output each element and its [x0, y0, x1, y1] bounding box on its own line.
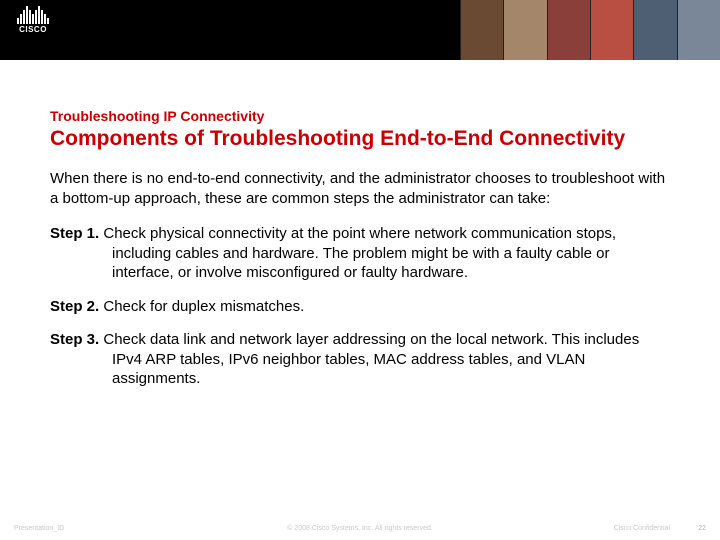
header-photo-strip	[460, 0, 720, 60]
cisco-logo-text: CISCO	[8, 25, 58, 34]
footer-confidential: Cisco Confidential	[614, 525, 670, 532]
slide-title: Components of Troubleshooting End-to-End…	[50, 126, 670, 151]
step-3-text: Check data link and network layer addres…	[99, 331, 639, 387]
step-2-text: Check for duplex mismatches.	[99, 298, 304, 315]
footer-page-number: 22	[698, 525, 706, 532]
slide-eyebrow: Troubleshooting IP Connectivity	[50, 108, 670, 124]
step-1-text: Check physical connectivity at the point…	[99, 225, 616, 281]
slide-intro: When there is no end-to-end connectivity…	[50, 169, 670, 208]
step-2: Step 2. Check for duplex mismatches.	[50, 297, 670, 317]
step-3-label: Step 3.	[50, 331, 99, 348]
step-1: Step 1. Check physical connectivity at t…	[50, 224, 670, 283]
cisco-logo: CISCO	[8, 6, 58, 40]
slide-body: Troubleshooting IP Connectivity Componen…	[0, 60, 720, 389]
footer-copyright: © 2008 Cisco Systems, Inc. All rights re…	[287, 525, 433, 532]
cisco-logo-bars	[8, 6, 58, 24]
step-3: Step 3. Check data link and network laye…	[50, 330, 670, 389]
footer-presentation-id: Presentation_ID	[14, 525, 64, 532]
slide-header: CISCO	[0, 0, 720, 60]
step-2-label: Step 2.	[50, 298, 99, 315]
step-1-label: Step 1.	[50, 225, 99, 242]
